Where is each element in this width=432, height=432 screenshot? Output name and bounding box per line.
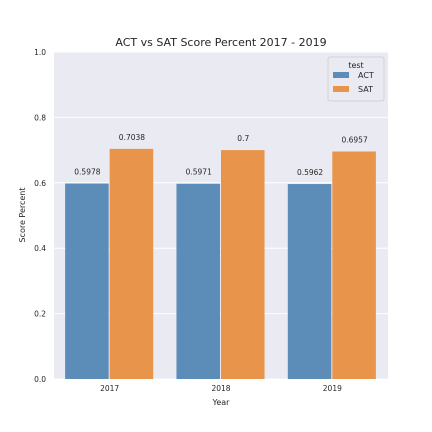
x-tick-labels: 2017 2018 2019 [100, 384, 342, 393]
bar-value-label: 0.5962 [297, 168, 323, 177]
bar-act-2018 [176, 183, 220, 379]
y-tick-label: 0.4 [34, 244, 46, 253]
bar-labels: 0.5978 0.7038 0.5971 0.7 0.5962 0.6957 [74, 133, 368, 177]
legend-swatch-sat [333, 86, 349, 92]
x-tick-label: 2019 [323, 384, 342, 393]
chart-title: ACT vs SAT Score Percent 2017 - 2019 [115, 36, 326, 49]
y-tick-label: 0.2 [34, 310, 46, 319]
y-tick-label: 0.0 [34, 375, 46, 384]
bar-sat-2018 [221, 150, 265, 379]
bars [65, 148, 376, 379]
legend-swatch-act [333, 72, 349, 78]
bar-value-label: 0.5971 [186, 168, 212, 177]
bar-value-label: 0.7 [237, 134, 249, 143]
bar-act-2019 [287, 184, 332, 379]
y-axis-label: Score Percent [18, 187, 27, 242]
x-axis-label: Year [212, 398, 231, 407]
legend-label-act: ACT [358, 71, 374, 80]
bar-value-label: 0.5978 [74, 168, 100, 177]
legend-title: test [348, 61, 363, 70]
x-tick-label: 2018 [211, 384, 230, 393]
y-tick-label: 0.6 [34, 179, 46, 188]
bar-value-label: 0.7038 [119, 133, 145, 142]
y-tick-labels: 0.0 0.2 0.4 0.6 0.8 1.0 [34, 48, 46, 384]
legend-label-sat: SAT [358, 85, 373, 94]
x-tick-label: 2017 [100, 384, 119, 393]
bar-act-2017 [65, 183, 109, 379]
legend: test ACT SAT [327, 56, 385, 102]
y-tick-label: 1.0 [34, 48, 46, 57]
y-tick-label: 0.8 [34, 113, 46, 122]
bar-sat-2019 [332, 151, 376, 379]
bar-sat-2017 [109, 148, 154, 379]
bar-value-label: 0.6957 [341, 136, 367, 145]
